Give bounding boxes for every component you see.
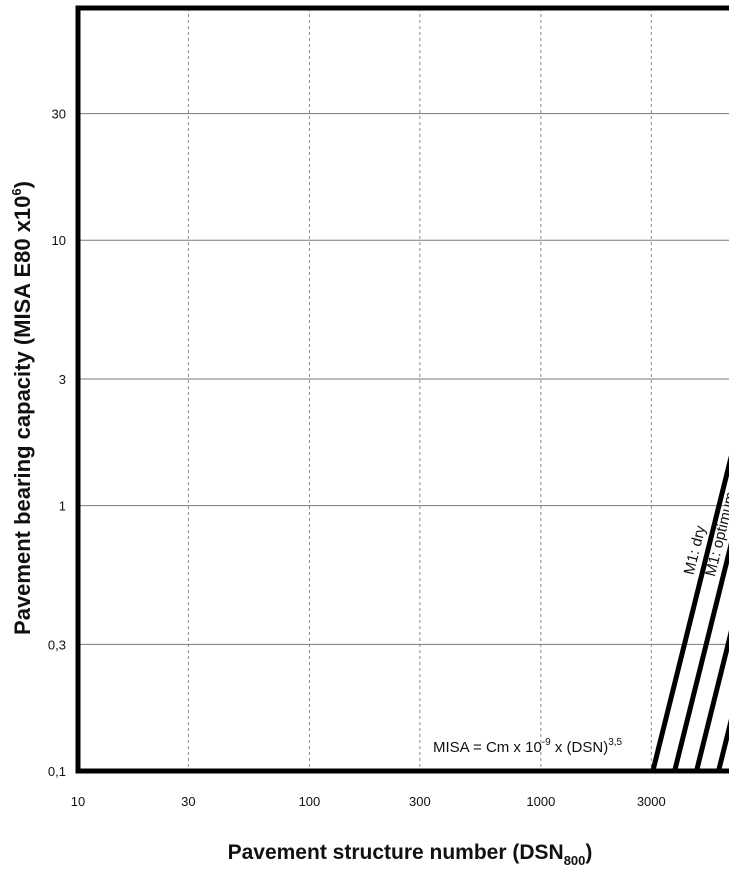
x-tick-label: 300 <box>409 794 431 809</box>
formula-annotation: MISA = Cm x 10-9 x (DSN)3,5 <box>433 737 623 756</box>
plot-frame <box>75 5 729 774</box>
series-layer <box>650 455 729 772</box>
x-axis-label: Pavement structure number (DSN800) <box>228 841 593 868</box>
y-tick-label: 0,3 <box>48 637 66 652</box>
y-tick-label: 3 <box>59 372 66 387</box>
x-tick-label: 10 <box>71 794 85 809</box>
x-tick-label: 3000 <box>637 794 666 809</box>
y-tick-label: 10 <box>52 233 66 248</box>
y-tick-label: 1 <box>59 499 66 514</box>
labels-layer: Cm - 64M1: dryCm - 30M1: optimumCm - 14M… <box>681 490 729 578</box>
series-line <box>672 542 729 772</box>
y-tick-label: 0,1 <box>48 764 66 779</box>
x-tick-labels: 10 30 100 300 1000 3000 <box>71 794 666 809</box>
series-line <box>650 455 729 772</box>
x-tick-label: 30 <box>181 794 195 809</box>
x-tick-label: 1000 <box>526 794 555 809</box>
series-line <box>694 630 729 772</box>
y-tick-label: 30 <box>52 107 66 122</box>
grid <box>78 8 729 771</box>
x-tick-label: 100 <box>299 794 321 809</box>
y-tick-labels: 0,1 0,3 1 3 10 30 <box>48 107 66 779</box>
y-axis-label: Pavement bearing capacity (MISA E80 x106… <box>9 181 35 635</box>
